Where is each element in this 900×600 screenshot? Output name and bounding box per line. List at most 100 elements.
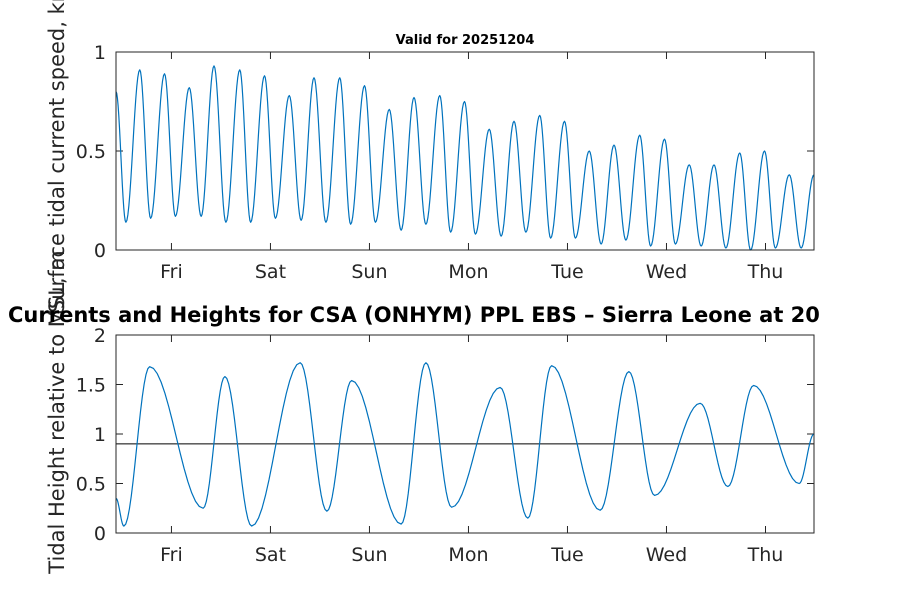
height-data-point [123,525,124,526]
current-y-axis-label: Surface tidal current speed, kn [45,0,69,313]
current-data-point [525,232,526,233]
current-data-point [301,220,302,221]
height-data-point [300,362,301,363]
height-x-tick-label: Sat [255,544,286,566]
height-x-tick-label: Wed [646,544,687,566]
current-data-point [401,230,402,231]
current-data-point [675,243,676,244]
current-chart-title: Valid for 20251204 [396,33,535,48]
current-y-tick-label: 0.5 [76,141,106,163]
current-data-point [650,245,651,246]
height-data-point [700,403,701,404]
current-data-point [564,121,565,122]
current-data-point [639,135,640,136]
current-data-point [550,238,551,239]
current-data-point [589,150,590,151]
height-x-tick-label: Sun [351,544,387,566]
current-data-point [213,65,214,66]
height-data-point [224,376,225,377]
height-data-point [351,380,352,381]
height-data-point [203,508,204,509]
current-data-point [350,224,351,225]
current-data-point [613,144,614,145]
current-axis-ticks [116,51,814,251]
height-series-group [115,362,815,527]
current-data-point [464,101,465,102]
height-data-point [600,510,601,511]
current-data-point [313,77,314,78]
height-y-tick-label: 1 [94,424,106,446]
current-data-point [264,75,265,76]
height-data-point [401,523,402,524]
current-x-tick-label: Sat [255,261,286,283]
height-y-tick-label: 0 [94,523,106,545]
height-x-tick-label: Mon [448,544,488,566]
height-data-point [727,486,728,487]
current-data-point [425,224,426,225]
height-tick-labels: 0 0.5 1 1.5 2 Fri Sat Sun Mon Tue Wed Thu [76,325,784,566]
current-y-tick-label: 0 [94,240,106,262]
tidal-height-chart: 0 0.5 1 1.5 2 Fri Sat Sun Mon Tue Wed Thu Tidal Hei… [45,250,815,575]
current-data-point [413,97,414,98]
current-data-point [501,236,502,237]
current-data-point [475,234,476,235]
current-data-point [601,243,602,244]
current-data-point [689,164,690,165]
height-y-axis-label: Tidal Height relative to MSL, m [45,250,69,574]
current-data-point [701,245,702,246]
current-data-point [513,121,514,122]
height-data-point [326,511,327,512]
height-data-point [753,385,754,386]
current-data-point [801,247,802,248]
current-data-point [625,240,626,241]
current-data-point [325,222,326,223]
height-data-point [654,495,655,496]
current-x-tick-label: Sun [351,261,387,283]
height-y-tick-label: 1.5 [76,375,106,397]
current-data-point [725,247,726,248]
current-data-point [189,87,190,88]
current-data-point [764,150,765,151]
height-data-point [500,387,501,388]
figure-title: Currents and Heights for CSA (ONHYM) PPL… [8,303,820,327]
current-data-point [539,115,540,116]
current-data-point [575,238,576,239]
current-tick-labels: 0 0.5 1 Fri Sat Sun Mon Tue Wed Thu [76,42,784,283]
height-data-point [799,483,800,484]
height-x-tick-label: Thu [747,544,784,566]
current-data-point [375,222,376,223]
current-x-tick-label: Mon [448,261,488,283]
current-data-point [175,216,176,217]
current-axes-box [115,51,815,251]
height-x-tick-label: Tue [550,544,583,566]
height-y-tick-label: 0.5 [76,474,106,496]
current-series-group [115,65,815,251]
current-data-point [289,95,290,96]
current-y-tick-label: 1 [94,42,106,64]
current-data-point [201,216,202,217]
current-data-point [139,69,140,70]
current-series-line [115,65,815,251]
height-plot-area [116,335,814,533]
current-data-point [339,77,340,78]
height-data-point [451,507,452,508]
height-data-point [527,518,528,519]
current-data-point [225,222,226,223]
height-y-tick-label: 2 [94,325,106,347]
current-speed-chart: Valid for 20251204 0 0.5 1 Fri Sat Sun Mon Tue W… [45,0,815,313]
current-data-point [239,69,240,70]
current-data-point [164,73,165,74]
current-x-tick-label: Thu [747,261,784,283]
current-data-point [250,222,251,223]
current-data-point [275,218,276,219]
height-data-point [551,365,552,366]
height-data-point [425,362,426,363]
current-x-tick-label: Wed [646,261,687,283]
current-data-point [450,232,451,233]
current-x-tick-label: Tue [550,261,583,283]
height-data-point [149,366,150,367]
current-data-point [739,152,740,153]
current-data-point [364,85,365,86]
height-axes-box [115,334,815,534]
